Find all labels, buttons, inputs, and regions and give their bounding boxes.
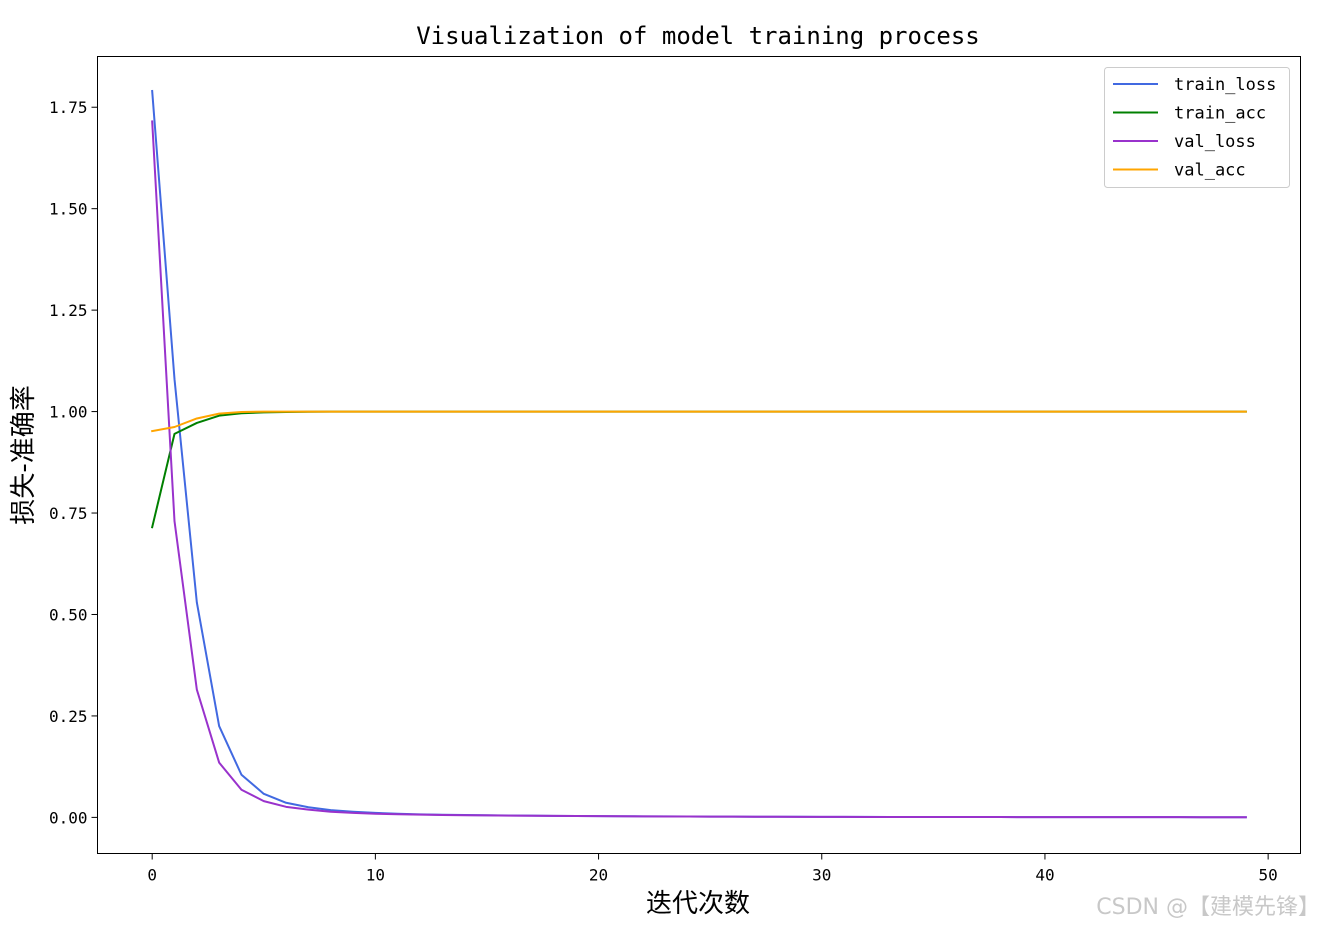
legend: train_loss train_acc val_loss val_acc [1104,67,1290,188]
y-axis-label: 损失-准确率 [9,385,39,524]
y-tick-label: 0.50 [49,605,88,624]
y-tick-label: 1.25 [49,301,88,320]
y-tick-label: 0.75 [49,504,88,523]
y-tick-label: 0.00 [49,808,88,827]
x-tick-label: 30 [812,866,831,885]
series-line-val-loss [151,120,1247,819]
legend-label-val-acc: val_acc [1174,161,1246,181]
legend-box [1104,67,1290,188]
y-tick-label: 1.50 [49,200,88,219]
chart-title: Visualization of model training process [416,22,980,50]
x-tick-label: 20 [589,866,608,885]
y-axis: 0.00 0.25 0.50 0.75 1.00 1.25 1.50 1.75 [49,98,98,827]
series-line-val-acc [151,410,1247,433]
legend-label-val-loss: val_loss [1174,132,1256,152]
legend-label-train-loss: train_loss [1174,75,1276,95]
x-tick-label: 10 [366,866,385,885]
plot-frame [97,56,1301,854]
plot-lines [150,89,1247,819]
legend-label-train-acc: train_acc [1174,104,1266,124]
y-tick-label: 1.75 [49,98,88,117]
y-tick-label: 1.00 [49,403,88,422]
x-axis-label: 迭代次数 [646,889,750,919]
x-tick-label: 50 [1259,866,1278,885]
watermark-text: CSDN @【建模先锋】 [1096,895,1320,920]
x-axis: 0 10 20 30 40 50 [147,853,1278,885]
x-tick-label: 40 [1035,866,1054,885]
x-tick-label: 0 [147,866,157,885]
y-tick-label: 0.25 [49,707,88,726]
